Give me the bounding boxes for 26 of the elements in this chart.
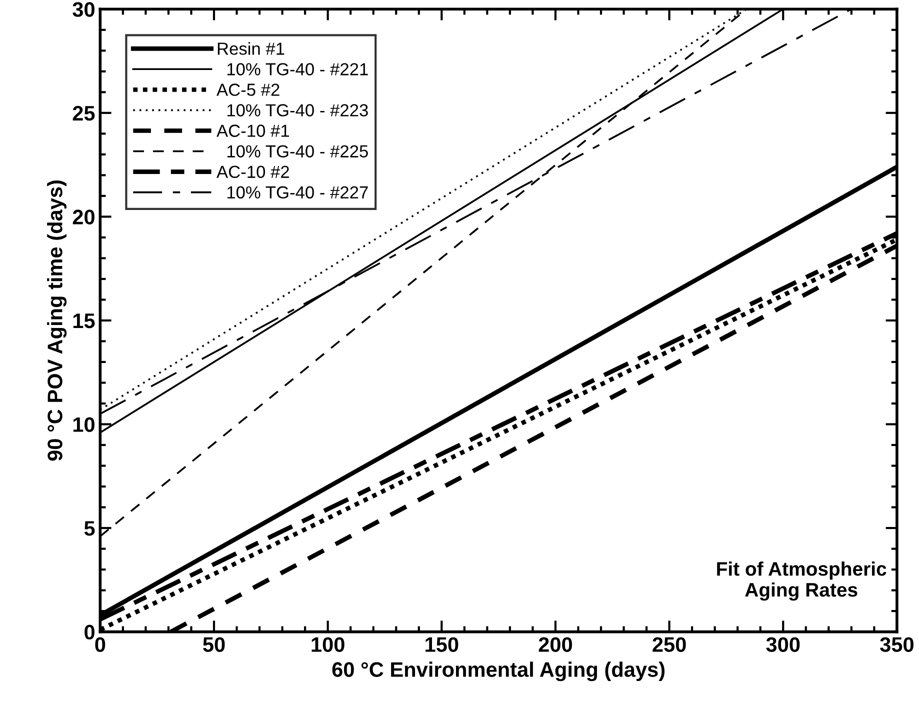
x-tick-label: 100: [312, 637, 344, 652]
x-tick-label: 300: [766, 637, 800, 652]
legend-label: 10% TG-40 - #223: [227, 104, 368, 116]
legend-label: 10% TG-40 - #227: [227, 186, 368, 199]
x-tick-label: 0: [95, 637, 106, 652]
legend-label: Resin #1: [218, 42, 284, 55]
y-tick-label: 10: [73, 417, 94, 432]
y-tick-label: 30: [72, 2, 94, 17]
legend-label: 10% TG-40 - #225: [227, 145, 368, 158]
legend-label: AC-5 #2: [216, 84, 280, 96]
x-tick-label: 250: [652, 637, 686, 652]
y-tick-label: 20: [72, 210, 94, 224]
y-axis-title: 90 °C POV Aging time (days): [47, 180, 67, 461]
x-tick-label: 50: [203, 637, 225, 652]
x-tick-label: 350: [880, 637, 914, 652]
y-tick-label: 25: [72, 106, 95, 121]
y-tick-label: 0: [84, 624, 94, 640]
legend-label: AC-10 #1: [216, 124, 289, 137]
y-tick-label: 5: [84, 521, 95, 536]
legend-label: 10% TG-40 - #221: [227, 63, 368, 76]
x-tick-label: 200: [538, 637, 572, 652]
annotation: Fit of Atmospheric Aging Rates: [717, 562, 886, 601]
legend-label: AC-10 #2: [216, 166, 289, 178]
x-tick-label: 150: [426, 637, 458, 652]
y-tick-label: 15: [73, 314, 95, 328]
x-axis-title: 60 °C Environmental Aging (days): [332, 662, 665, 682]
